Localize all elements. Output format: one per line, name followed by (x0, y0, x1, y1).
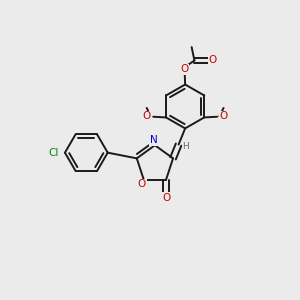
Text: O: O (162, 193, 170, 202)
Text: O: O (219, 111, 228, 121)
Text: O: O (138, 179, 146, 189)
Text: N: N (150, 135, 158, 145)
Text: Cl: Cl (49, 148, 59, 158)
Text: O: O (181, 64, 189, 74)
Text: O: O (208, 56, 217, 65)
Text: O: O (142, 111, 151, 121)
Text: H: H (182, 142, 189, 151)
